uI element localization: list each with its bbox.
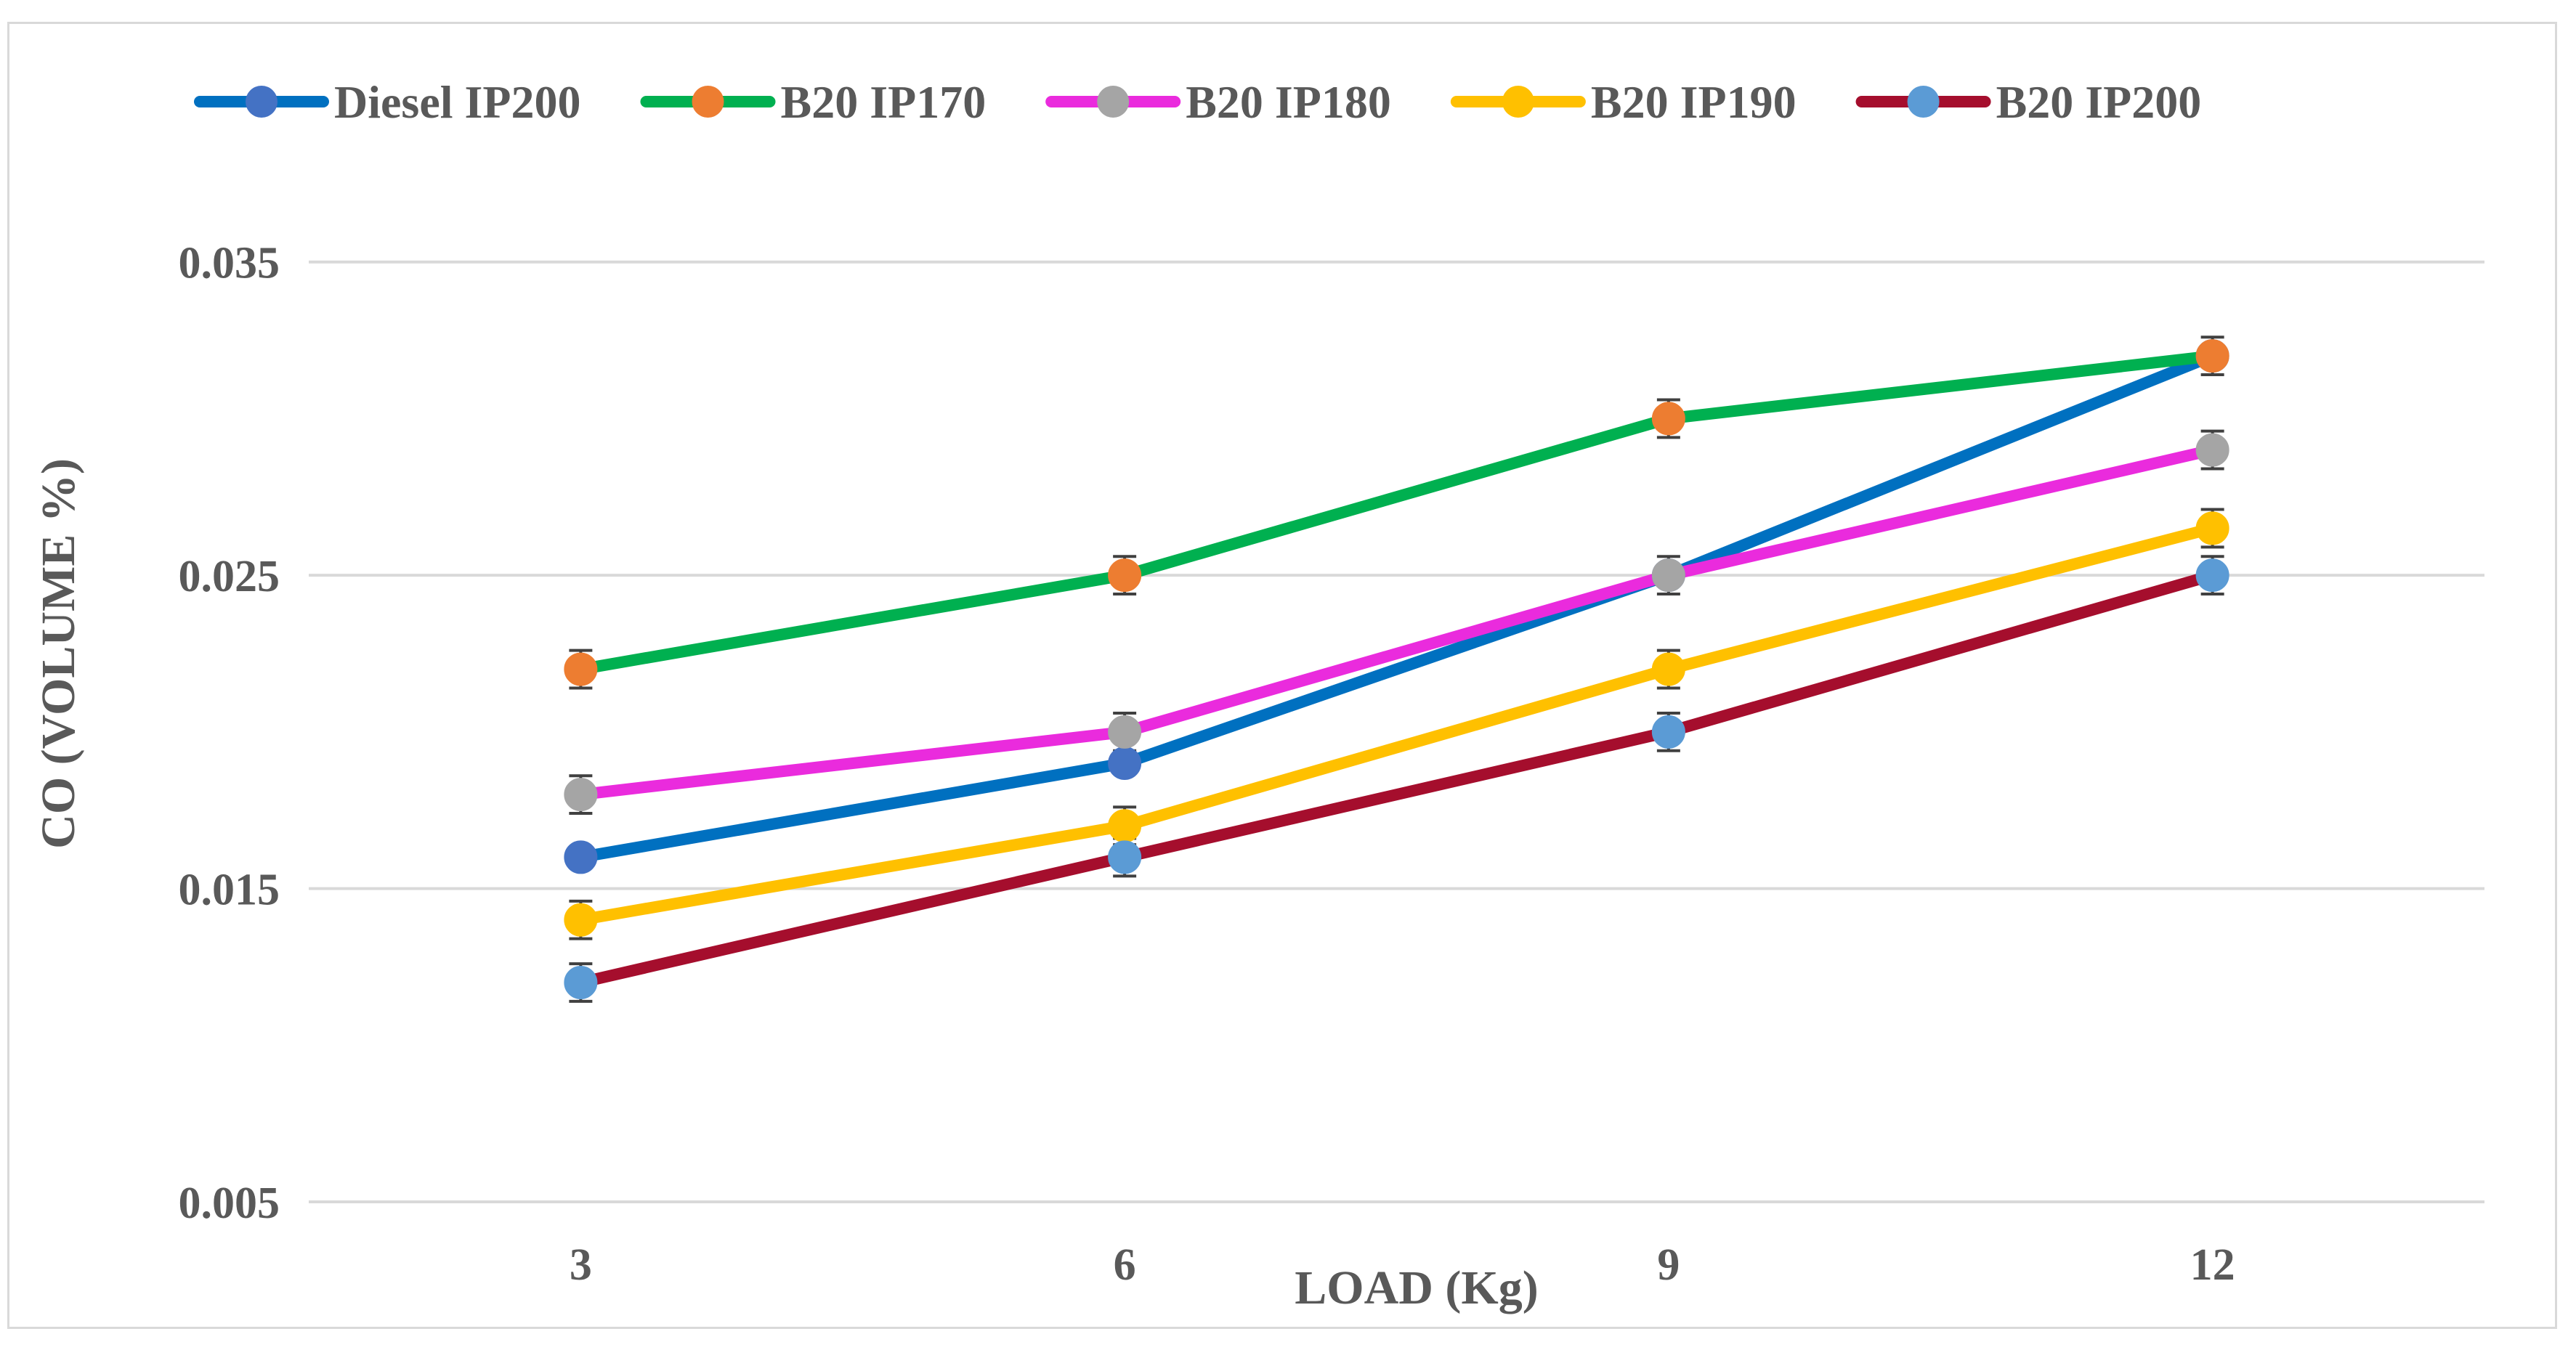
y-axis-ticks: 0.005 0.015 0.025 0.035 — [179, 239, 280, 1228]
legend-marker-diesel-ip200 — [246, 86, 278, 118]
y-axis-title: CO (VOLUME %) — [32, 458, 85, 849]
marker-b20-ip200-9 — [1651, 715, 1685, 749]
y-tick-label-0.025: 0.025 — [179, 552, 280, 601]
marker-diesel-ip200-6 — [1108, 747, 1142, 780]
marker-b20-ip190-6 — [1108, 809, 1142, 843]
y-tick-label-0.005: 0.005 — [179, 1179, 280, 1228]
marker-b20-ip180-12 — [2195, 433, 2229, 467]
series-line-b20-ip200 — [575, 569, 2219, 988]
marker-b20-ip200-12 — [2195, 558, 2229, 593]
legend-marker-b20-ip170 — [692, 86, 724, 118]
legend-label-b20-ip190: B20 IP190 — [1591, 76, 1797, 128]
marker-diesel-ip200-3 — [564, 840, 598, 874]
x-axis-title: LOAD (Kg) — [1295, 1261, 1538, 1314]
marker-b20-ip200-3 — [564, 966, 598, 999]
legend-marker-b20-ip180 — [1097, 86, 1130, 118]
x-tick-label-3: 3 — [570, 1240, 592, 1290]
marker-b20-ip170-9 — [1651, 402, 1685, 436]
legend: Diesel IP200 B20 IP170 B20 IP180 B20 IP190 B… — [194, 76, 2202, 128]
series-line-diesel-ip200 — [575, 350, 2219, 863]
marker-b20-ip170-6 — [1108, 558, 1142, 593]
marker-b20-ip200-6 — [1108, 840, 1142, 874]
marker-b20-ip190-12 — [2195, 511, 2229, 545]
x-tick-label-12: 12 — [2190, 1240, 2235, 1290]
marker-b20-ip170-12 — [2195, 339, 2229, 373]
y-tick-label-0.035: 0.035 — [179, 239, 280, 288]
marker-b20-ip170-3 — [564, 652, 598, 686]
series-line-b20-ip170 — [575, 350, 2219, 675]
marker-b20-ip180-6 — [1108, 715, 1142, 749]
gridlines — [309, 260, 2484, 1203]
legend-label-b20-ip180: B20 IP180 — [1186, 76, 1391, 128]
marker-b20-ip190-3 — [564, 903, 598, 937]
legend-label-b20-ip200: B20 IP200 — [1996, 76, 2202, 128]
series-line-b20-ip180 — [575, 444, 2219, 801]
marker-b20-ip190-9 — [1651, 652, 1685, 686]
x-tick-label-9: 9 — [1657, 1240, 1680, 1290]
series-markers — [564, 339, 2229, 999]
legend-marker-b20-ip200 — [1907, 86, 1940, 118]
chart-frame — [7, 22, 2557, 1329]
legend-label-diesel-ip200: Diesel IP200 — [334, 76, 581, 128]
x-tick-label-6: 6 — [1114, 1240, 1136, 1290]
marker-b20-ip180-3 — [564, 778, 598, 812]
legend-marker-b20-ip190 — [1502, 86, 1534, 118]
series-line-b20-ip190 — [575, 522, 2219, 926]
marker-b20-ip180-9 — [1651, 558, 1685, 593]
series-lines — [575, 350, 2219, 988]
legend-label-b20-ip170: B20 IP170 — [781, 76, 987, 128]
x-axis-ticks: 3 6 9 12 — [570, 1240, 2235, 1290]
y-tick-label-0.015: 0.015 — [179, 866, 280, 915]
